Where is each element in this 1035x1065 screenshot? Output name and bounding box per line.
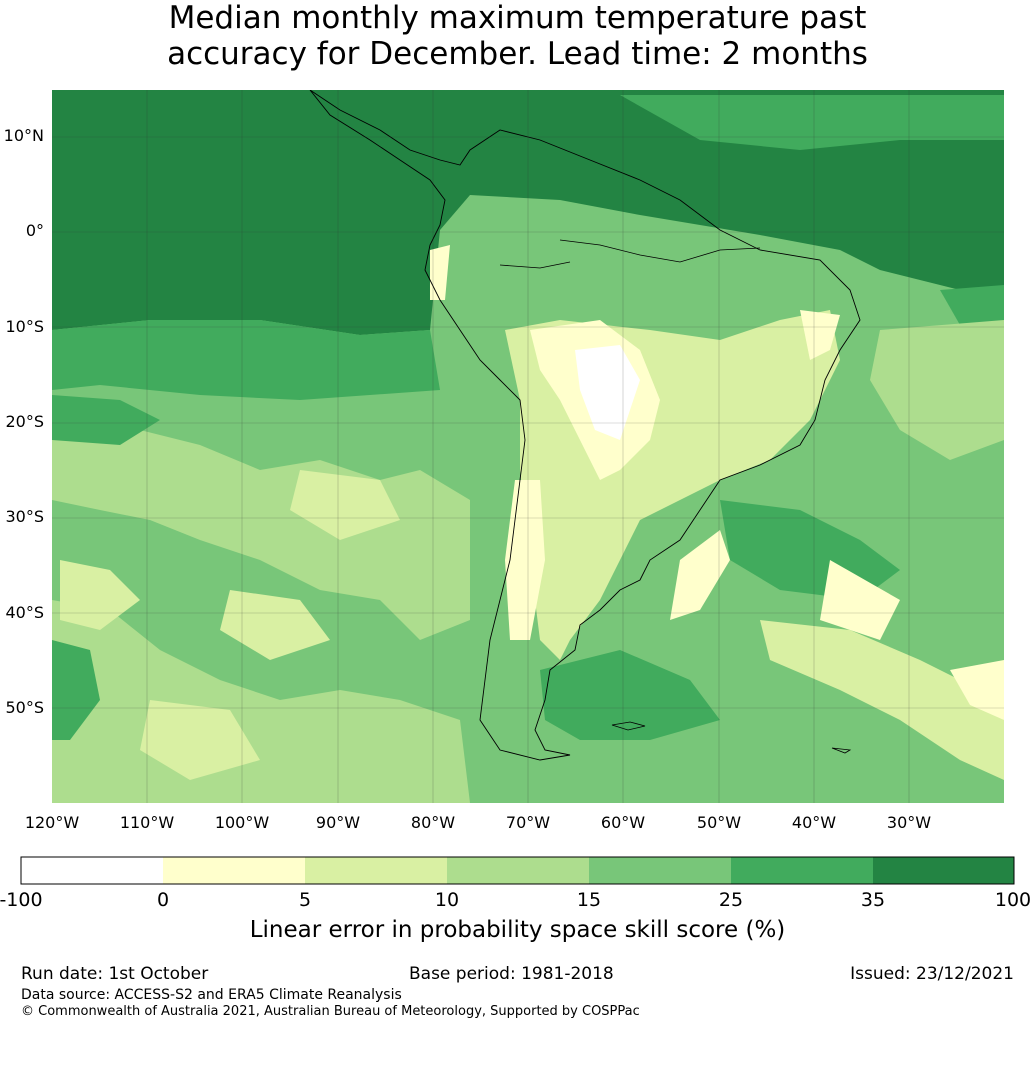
lon-tick: 50°W	[696, 813, 742, 832]
graticule	[52, 90, 1004, 803]
lon-tick: 110°W	[119, 813, 175, 832]
colorbar-title: Linear error in probability space skill …	[249, 917, 786, 943]
lat-tick: 10°S	[5, 317, 44, 336]
lon-tick: 70°W	[505, 813, 551, 832]
colorbar-bin-2	[163, 857, 305, 884]
skill-patch-3	[140, 700, 260, 780]
skill-zone-atlantic-low	[760, 620, 1004, 780]
lat-tick: 0°	[25, 221, 44, 240]
skill-zone-atlantic-mid	[870, 320, 1004, 460]
skill-patch-la-plata	[670, 530, 730, 620]
colorbar-bin-6	[731, 857, 873, 884]
coastline-south-america	[309, 90, 861, 761]
colorbar-tick: 5	[298, 889, 312, 911]
colorbar-bin-4	[447, 857, 589, 884]
lon-tick: 100°W	[214, 813, 270, 832]
amazon-river-line	[559, 239, 761, 263]
run-date: Run date: 1st October	[21, 964, 209, 984]
skill-zone-caribbean	[620, 95, 1004, 150]
colorbar-bin-7	[873, 857, 1014, 884]
colorbar-bin-1	[21, 857, 163, 884]
lat-tick: 50°S	[5, 698, 44, 717]
chart-title: Median monthly maximum temperature past …	[0, 0, 1035, 72]
lon-tick: 90°W	[315, 813, 361, 832]
skill-patch-8	[820, 560, 900, 640]
lon-tick: 80°W	[410, 813, 456, 832]
skill-patch-4	[290, 470, 400, 540]
lon-tick: 60°W	[600, 813, 646, 832]
colorbar	[20, 856, 1015, 885]
lat-tick: 10°N	[3, 126, 44, 145]
south-georgia-outline	[831, 747, 852, 754]
falkland-islands-outline	[611, 721, 646, 731]
skill-patch-6	[52, 395, 160, 445]
colorbar-tick: 100	[994, 889, 1032, 911]
skill-patch-ne-brazil	[800, 310, 840, 360]
skill-patch-5	[52, 640, 100, 740]
skill-zone-east-atlantic	[940, 285, 1004, 330]
lat-tick: 20°S	[5, 412, 44, 431]
base-period: Base period: 1981-2018	[409, 964, 614, 984]
lon-tick: 30°W	[886, 813, 932, 832]
data-source: Data source: ACCESS-S2 and ERA5 Climate …	[21, 987, 402, 1003]
skill-patch-2	[220, 590, 330, 660]
lon-tick: 120°W	[24, 813, 80, 832]
colorbar-bin-5	[589, 857, 731, 884]
lon-tick: 40°W	[791, 813, 837, 832]
colorbar-tick: 15	[576, 889, 602, 911]
colorbar-tick: 25	[718, 889, 744, 911]
colorbar-frame	[20, 856, 1015, 885]
map-area	[52, 90, 1004, 803]
river-line-2	[499, 261, 571, 269]
skill-zone-central-white	[575, 345, 640, 440]
skill-zone-mid-north	[52, 320, 440, 400]
title-line-1: Median monthly maximum temperature past	[168, 0, 867, 36]
skill-patch-7	[950, 660, 1004, 720]
issued-date: Issued: 23/12/2021	[850, 964, 1014, 984]
copyright: © Commonwealth of Australia 2021, Austra…	[21, 1004, 640, 1019]
colorbar-tick: 0	[156, 889, 170, 911]
lat-tick: 30°S	[5, 507, 44, 526]
skill-zone-high-north	[52, 90, 1004, 335]
colorbar-tick: 35	[860, 889, 886, 911]
skill-zone-patagonia-shelf	[540, 650, 720, 740]
skill-patch-1	[60, 560, 140, 630]
lat-tick: 40°S	[5, 603, 44, 622]
colorbar-tick: -100	[0, 889, 43, 911]
colorbar-bin-3	[305, 857, 447, 884]
title-line-2: accuracy for December. Lead time: 2 mont…	[167, 36, 868, 72]
colorbar-tick: 10	[434, 889, 460, 911]
skill-patch-ecuador	[430, 245, 450, 300]
